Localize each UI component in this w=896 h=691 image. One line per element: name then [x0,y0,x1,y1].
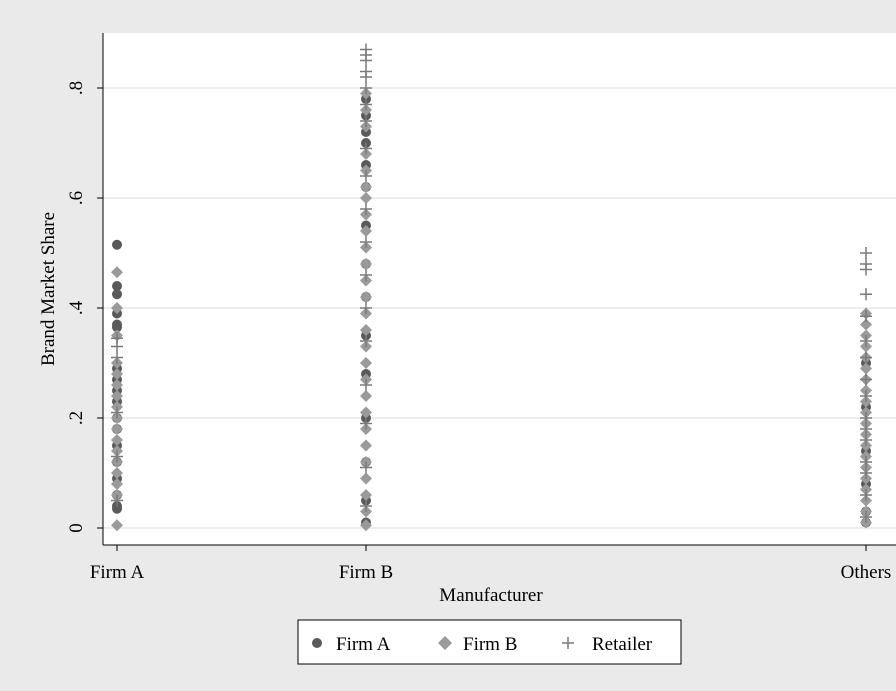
point-firm-b-49 [860,362,872,375]
point-retailer-25 [860,247,872,259]
x-tick-label-2: Others [841,562,892,583]
point-firm-b-4 [111,368,123,380]
point-retailer-27 [860,263,872,276]
point-firm-b-33 [360,357,372,369]
point-firm-a-0 [112,239,122,250]
point-firm-a-5 [112,322,122,333]
point-firm-b-13 [111,467,123,479]
point-firm-b-31 [360,324,372,336]
legend-box [297,619,682,665]
point-firm-b-9 [111,423,123,435]
point-retailer-22 [360,417,372,430]
point-firm-b-6 [111,390,123,402]
point-retailer-15 [360,170,372,182]
y-tick-label-4: .8 [66,81,87,95]
gridlines [103,87,896,529]
point-retailer-35 [860,423,872,435]
x-axis-ticks: Firm A Firm B Others [90,545,892,583]
point-retailer-40 [860,511,872,523]
point-firm-b-22 [360,181,372,193]
point-firm-b-40 [360,472,372,485]
point-retailer-8 [360,54,372,67]
point-retailer-5 [111,494,123,507]
point-retailer-20 [360,335,372,347]
point-retailer-10 [360,71,372,83]
point-retailer-13 [360,115,372,127]
legend-marker-retailer [562,637,574,649]
point-firm-b-25 [360,225,372,237]
point-retailer-33 [860,390,872,402]
point-firm-b-35 [360,390,372,402]
point-firm-b-29 [360,291,372,303]
point-retailer-19 [360,302,372,314]
y-axis-label: Brand Market Share [38,212,59,366]
point-retailer-31 [860,351,872,364]
point-firm-b-10 [111,434,123,446]
point-retailer-32 [860,373,872,386]
legend-label-firm-b: Firm B [463,634,517,655]
legend: Firm A Firm B Retailer [297,619,682,665]
point-retailer-14 [360,142,372,155]
point-retailer-4 [111,450,123,463]
legend-marker-firm-b [438,636,452,650]
legend-label-firm-a: Firm A [336,634,391,655]
y-tick-label-2: .4 [66,300,87,315]
point-retailer-12 [360,98,372,111]
y-tick-label-3: .6 [66,191,87,205]
point-firm-b-41 [360,489,372,501]
point-firm-b-14 [111,478,123,490]
y-tick-label-1: .2 [66,411,87,425]
point-retailer-34 [860,412,872,424]
point-retailer-30 [860,335,872,347]
point-retailer-21 [360,379,372,391]
point-firm-b-38 [360,439,372,452]
legend-label-retailer: Retailer [592,634,653,655]
point-retailer-23 [360,461,372,474]
point-retailer-17 [360,236,372,248]
point-firm-b-45 [860,318,872,331]
point-retailer-37 [860,456,872,468]
point-retailer-18 [360,269,372,281]
point-retailer-28 [860,288,872,301]
legend-marker-firm-a [312,638,322,648]
point-retailer-39 [860,489,872,501]
x-tick-label-0: Firm A [90,562,145,583]
point-retailer-3 [111,406,123,419]
point-retailer-24 [360,500,372,512]
point-firm-b-23 [360,192,372,204]
point-firm-b-5 [111,379,123,391]
plot-area [103,33,896,545]
y-axis-ticks: 0 .2 .4 .6 .8 [66,81,103,533]
x-axis-label: Manufacturer [439,585,543,606]
point-firm-b-36 [360,406,372,419]
point-firm-b-43 [360,519,372,532]
point-retailer-1 [111,340,123,353]
x-tick-label-1: Firm B [339,562,393,583]
point-retailer-2 [111,351,123,364]
y-tick-label-0: 0 [66,523,87,533]
point-firm-b-27 [360,258,372,270]
point-retailer-38 [860,467,872,479]
point-firm-a-2 [112,289,122,300]
point-retailer-36 [860,434,872,446]
point-retailer-29 [860,310,872,323]
data-points [111,43,872,532]
point-firm-a-17 [112,503,122,514]
point-retailer-16 [360,203,372,215]
point-retailer-11 [360,82,372,94]
point-firm-a-1 [112,281,122,291]
point-firm-b-1 [111,302,123,314]
point-firm-b-0 [111,266,123,279]
point-firm-b-16 [111,519,123,532]
